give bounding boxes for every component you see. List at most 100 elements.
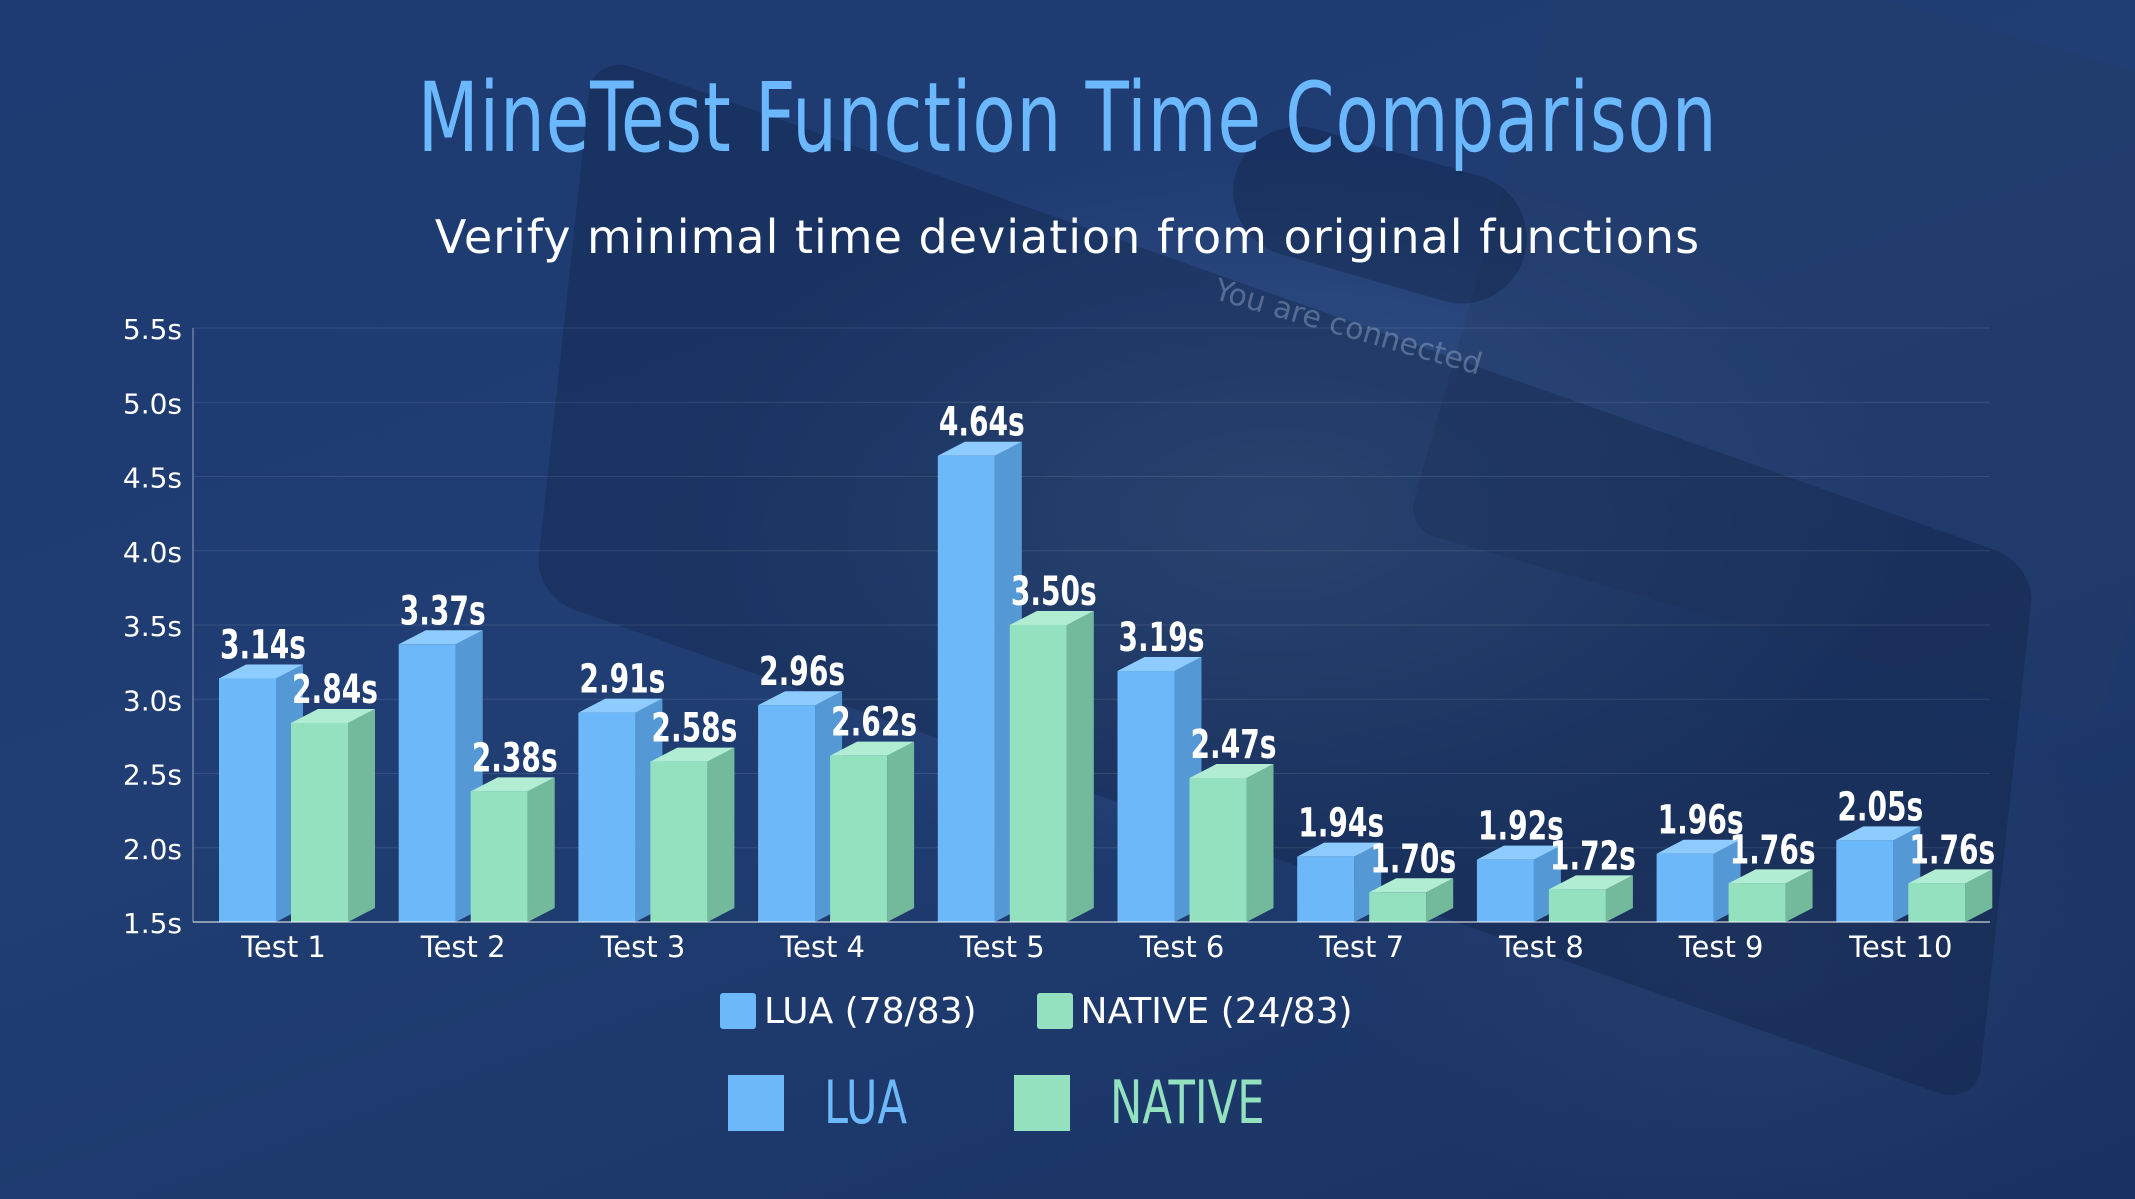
y-tick-label: 5.5s bbox=[123, 313, 182, 346]
bar-native bbox=[1548, 889, 1606, 922]
data-label-lua: 3.19s bbox=[1119, 615, 1205, 661]
legend-swatch-lua bbox=[720, 993, 756, 1029]
x-tick-label: Test 1 bbox=[240, 930, 326, 964]
bar-lua bbox=[398, 644, 456, 922]
bar-native bbox=[1908, 883, 1966, 922]
legend-large-swatch-native bbox=[1014, 1075, 1070, 1131]
bar-top-native bbox=[1189, 763, 1274, 778]
bar-top-native bbox=[1548, 875, 1633, 890]
bar-native bbox=[1009, 625, 1067, 922]
data-label-lua: 2.96s bbox=[759, 650, 845, 696]
data-label-native: 2.84s bbox=[292, 667, 378, 713]
bar-lua bbox=[578, 712, 636, 922]
bar-top-native bbox=[650, 747, 735, 762]
bar-top-native bbox=[1728, 869, 1813, 884]
bar-top-lua bbox=[1476, 845, 1561, 860]
bar-top-native bbox=[1369, 878, 1454, 893]
data-label-native: 2.62s bbox=[831, 700, 917, 746]
bar-top-lua bbox=[578, 698, 663, 713]
bar-lua bbox=[937, 455, 995, 922]
y-axis: 1.5s 2.0s 2.5s 3.0s 3.5s 4.0s 4.5s 5.0s 5.5s bbox=[123, 313, 194, 940]
y-tick-label: 1.5s bbox=[123, 907, 182, 940]
x-axis: Test 1 Test 2 Test 3 Test 4 Test 5 Test 6 Test… bbox=[193, 921, 1990, 964]
bar-lua bbox=[219, 678, 276, 922]
data-label-native: 1.76s bbox=[1909, 828, 1995, 874]
chart-title: MineTest Function Time Comparison bbox=[417, 62, 1718, 174]
y-tick-label: 3.0s bbox=[123, 684, 182, 717]
bar-native bbox=[1189, 777, 1247, 922]
bar-native bbox=[470, 791, 528, 922]
data-label-lua: 1.94s bbox=[1298, 801, 1384, 847]
bar-top-lua bbox=[1117, 657, 1202, 672]
bar-side-native bbox=[1965, 869, 1993, 922]
bar-lua bbox=[758, 705, 816, 922]
legend: LUA (78/83) NATIVE (24/83) bbox=[720, 990, 1353, 1032]
x-tick-label: Test 3 bbox=[600, 930, 686, 964]
data-label-lua: 4.64s bbox=[939, 400, 1025, 446]
y-tick-label: 2.0s bbox=[123, 833, 182, 866]
legend-large-label-lua: LUA bbox=[824, 1068, 908, 1138]
bar-lua bbox=[1836, 840, 1894, 922]
bar-top-lua bbox=[1836, 826, 1921, 841]
bar-side-native bbox=[1066, 611, 1094, 922]
bar-native bbox=[291, 723, 348, 922]
x-tick-label: Test 7 bbox=[1318, 930, 1404, 964]
bar-top-native bbox=[1908, 869, 1993, 884]
legend-label-lua: LUA (78/83) bbox=[764, 990, 977, 1032]
bar-native bbox=[650, 761, 708, 922]
data-label-native: 1.70s bbox=[1370, 837, 1456, 883]
data-label-lua: 3.14s bbox=[220, 623, 306, 669]
x-tick-label: Test 5 bbox=[959, 930, 1045, 964]
legend-swatch-native bbox=[1036, 993, 1073, 1029]
bar-side-native bbox=[527, 777, 555, 922]
bar-top-native bbox=[291, 709, 375, 724]
bars bbox=[219, 441, 1993, 922]
chart-subtitle: Verify minimal time deviation from origi… bbox=[434, 210, 1701, 264]
bar-native bbox=[1728, 883, 1786, 922]
x-tick-label: Test 2 bbox=[420, 930, 506, 964]
data-label-native: 2.38s bbox=[472, 736, 558, 782]
data-label-native: 2.47s bbox=[1191, 722, 1277, 768]
bar-side-native bbox=[1605, 875, 1633, 922]
bar-side-native bbox=[1426, 878, 1454, 922]
bar-native bbox=[1369, 892, 1427, 922]
bar-side-native bbox=[887, 741, 915, 922]
bar-lua bbox=[1297, 856, 1355, 922]
data-label-native: 1.76s bbox=[1730, 828, 1816, 874]
bar-top-lua bbox=[937, 441, 1022, 456]
bar-side-native bbox=[1246, 763, 1274, 922]
data-label-lua: 2.91s bbox=[579, 657, 665, 703]
bar-side-native bbox=[348, 709, 375, 922]
x-tick-label: Test 10 bbox=[1848, 930, 1952, 964]
bar-lua bbox=[1476, 859, 1534, 922]
bar-top-lua bbox=[219, 664, 303, 679]
bar-top-native bbox=[830, 741, 915, 756]
x-tick-label: Test 6 bbox=[1139, 930, 1225, 964]
x-tick-label: Test 4 bbox=[779, 930, 865, 964]
data-label-native: 2.58s bbox=[651, 706, 737, 752]
data-label-lua: 1.96s bbox=[1658, 798, 1744, 844]
bar-top-lua bbox=[758, 691, 843, 706]
bar-native bbox=[830, 755, 888, 922]
bar-top-native bbox=[470, 777, 555, 792]
y-tick-label: 4.0s bbox=[123, 536, 182, 569]
bar-lua bbox=[1117, 671, 1175, 922]
y-tick-label: 4.5s bbox=[123, 462, 182, 495]
legend-large-swatch-lua bbox=[728, 1075, 784, 1131]
legend-item-native[interactable]: NATIVE (24/83) bbox=[1036, 991, 1353, 1032]
legend-large: LUA NATIVE bbox=[728, 1068, 1300, 1138]
bar-lua bbox=[1656, 853, 1714, 922]
bar-top-lua bbox=[1656, 839, 1741, 854]
x-tick-label: Test 8 bbox=[1498, 930, 1584, 964]
bar-top-native bbox=[1009, 611, 1094, 625]
data-label-lua: 3.37s bbox=[400, 589, 486, 635]
bar-side-native bbox=[1785, 869, 1813, 922]
bar-top-lua bbox=[398, 630, 483, 645]
data-label-native: 1.72s bbox=[1550, 834, 1636, 880]
data-label-native: 3.50s bbox=[1011, 569, 1097, 615]
legend-item-lua[interactable]: LUA (78/83) bbox=[720, 991, 977, 1032]
y-tick-label: 3.5s bbox=[123, 610, 182, 643]
data-label-lua: 1.92s bbox=[1478, 804, 1564, 850]
